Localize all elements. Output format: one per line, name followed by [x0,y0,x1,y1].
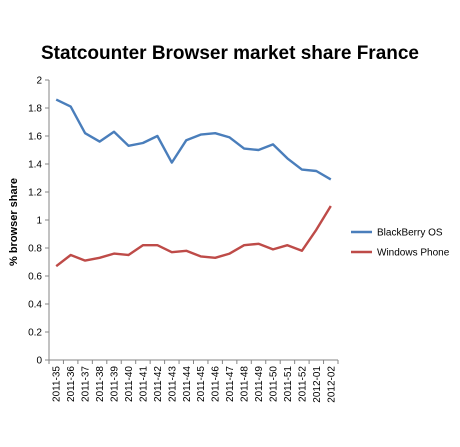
x-tick-label: 2011-48 [240,366,251,402]
x-tick-label: 2011-45 [196,366,207,402]
x-tick-label: 2012-02 [326,366,337,403]
x-tick-label: 2011-42 [153,366,164,402]
y-tick-label: 1.2 [28,188,42,199]
legend: BlackBerry OS Windows Phone [351,228,450,259]
series-line-blackberry-os [55,98,332,181]
y-tick-label: 0.6 [28,272,42,283]
x-tick-label: 2011-36 [66,366,77,402]
x-tick-label: 2011-38 [95,366,106,402]
legend-entry: Windows Phone [377,248,450,259]
x-tick-label: 2011-51 [283,366,294,402]
x-tick-label: 2011-37 [81,366,92,402]
x-tick-label: 2011-43 [167,366,178,402]
y-tick-label: 1.4 [28,160,42,171]
y-axis-label: % browser share [8,178,20,266]
y-tick-label: 2 [36,76,42,87]
x-tick-label: 2011-52 [297,366,308,402]
series-line-windows-phone [55,205,332,268]
x-tick-label: 2011-40 [124,366,135,402]
x-tick-label: 2011-39 [110,366,121,402]
x-tick-label: 2011-46 [211,366,222,402]
series-layer [55,98,332,268]
y-tick-label: 0.8 [28,244,42,255]
y-tick-label: 1.6 [28,132,42,143]
y-tick-label: 0 [36,356,42,367]
x-tick-label: 2011-50 [268,366,279,402]
y-tick-label: 0.2 [28,328,42,339]
legend-entry: BlackBerry OS [377,228,443,239]
x-tick-label: 2011-41 [138,366,149,402]
x-tick-label: 2011-44 [182,366,193,402]
x-tick-label: 2012-01 [312,366,323,403]
y-tick-label: 1.8 [28,104,42,115]
x-tick-label: 2011-35 [52,366,63,402]
chart-title: Statcounter Browser market share France [41,43,419,64]
y-tick-label: 1 [36,216,42,227]
x-tick-label: 2011-47 [225,366,236,402]
x-tick-label: 2011-49 [254,366,265,402]
y-tick-label: 0.4 [28,300,42,311]
